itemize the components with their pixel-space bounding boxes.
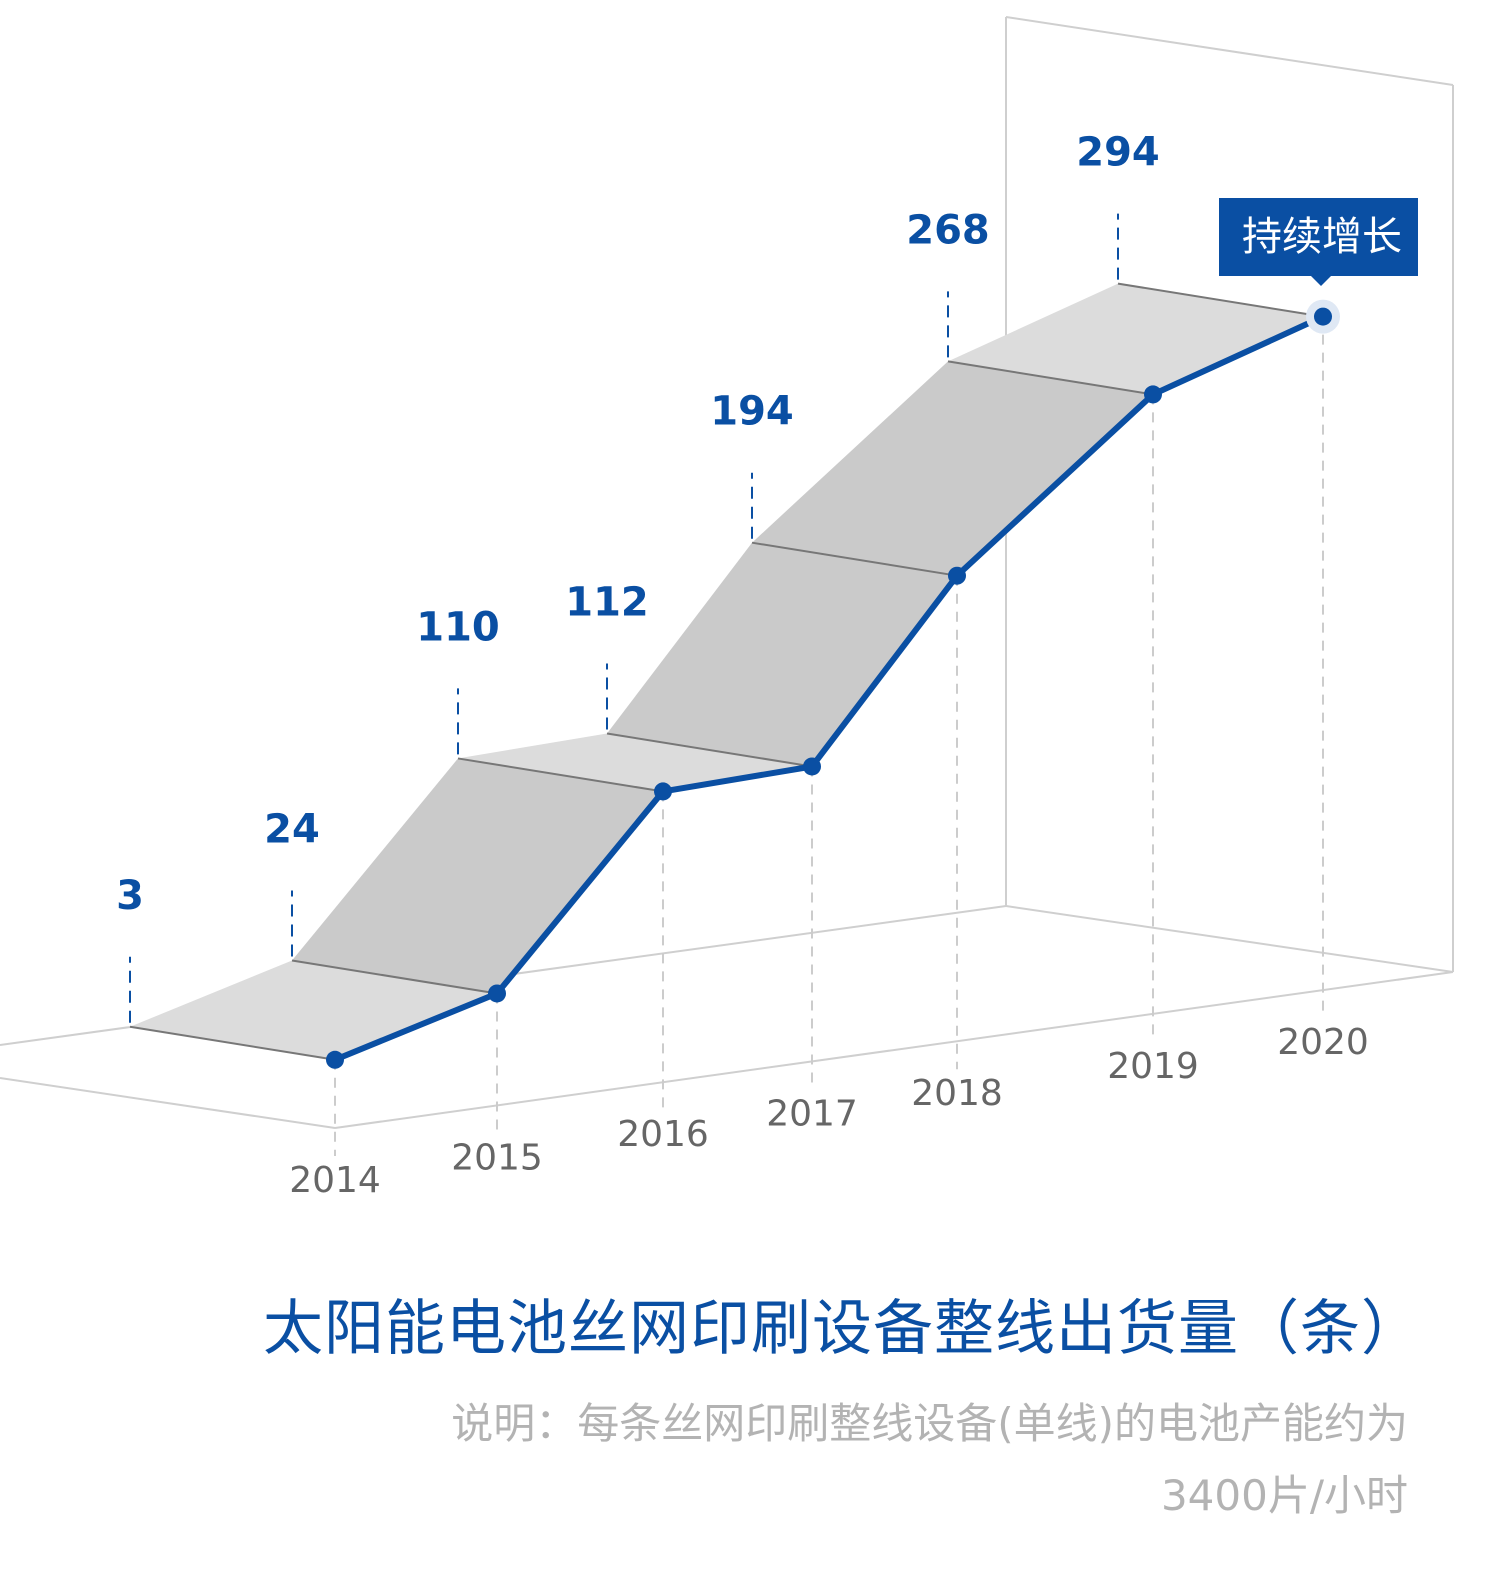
data-point	[948, 566, 966, 585]
ribbon-segment	[130, 960, 497, 1060]
back-wall-top-edge	[1005, 16, 1454, 86]
data-point	[803, 757, 821, 776]
data-point	[1144, 385, 1162, 404]
x-tick-label: 2014	[289, 1160, 381, 1201]
x-tick-label: 2020	[1277, 1022, 1369, 1063]
annotation-box	[1219, 198, 1418, 276]
annotation-pointer	[1311, 276, 1331, 286]
floor-left-edge	[0, 1077, 336, 1129]
data-point	[326, 1050, 344, 1069]
annotation-callout: 持续增长	[1219, 198, 1418, 286]
ribbon-cross-edge	[606, 732, 813, 768]
annotation-text: 持续增长	[1242, 214, 1402, 260]
ribbon-cross-edge	[291, 959, 498, 995]
ribbon-segment	[292, 758, 663, 994]
data-label: 24	[264, 806, 320, 852]
data-label: 3	[116, 873, 144, 919]
x-tick-label: 2018	[911, 1073, 1003, 1114]
floor-right-edge	[1005, 905, 1454, 973]
data-label: 112	[565, 579, 649, 625]
x-tick-label: 2017	[766, 1093, 858, 1134]
data-label: 294	[1076, 130, 1160, 176]
ribbon-segment	[752, 361, 1153, 576]
ribbon-cross-edge	[1117, 282, 1324, 318]
data-point	[488, 984, 506, 1003]
ribbon-segment	[948, 283, 1323, 395]
floor-front-edge	[334, 971, 1454, 1129]
x-tick-label: 2019	[1107, 1046, 1199, 1087]
chart-title: 太阳能电池丝网印刷设备整线出货量（条）	[263, 1294, 1422, 1364]
x-tick-label: 2015	[451, 1137, 543, 1178]
ribbon-segment	[458, 733, 812, 792]
chart-planes	[0, 16, 1454, 1129]
ribbon-cross-edge	[947, 360, 1154, 396]
ribbon-segment	[607, 542, 957, 767]
data-label: 110	[416, 604, 500, 650]
chart-note: 说明：每条丝网印刷整线设备(单线)的电池产能约为3400片/小时	[451, 1399, 1408, 1520]
data-label: 194	[710, 389, 794, 435]
data-label: 268	[906, 207, 990, 253]
data-point	[654, 782, 672, 801]
ribbon-cross-edge	[751, 541, 958, 577]
ribbon-cross-edge	[457, 757, 664, 793]
x-tick-label: 2016	[617, 1114, 709, 1155]
data-point	[1314, 307, 1332, 326]
ribbon-cross-edge	[129, 1025, 336, 1061]
